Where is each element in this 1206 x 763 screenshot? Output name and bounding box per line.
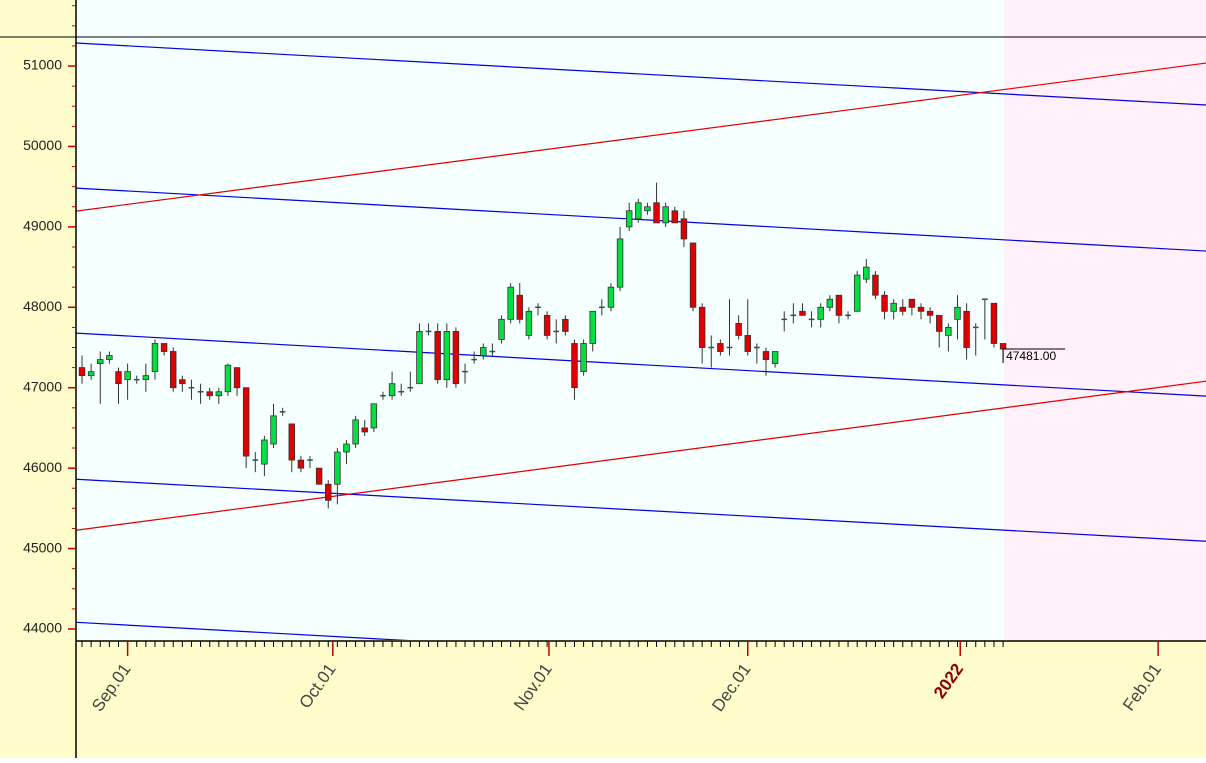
candle-body	[644, 206, 651, 212]
candle-body	[224, 364, 232, 393]
channel-line	[76, 42, 1206, 106]
candle-body	[990, 302, 998, 344]
candle-body	[261, 439, 268, 465]
candle-body	[653, 202, 660, 224]
candle-body	[388, 383, 396, 397]
y-tick-label: 44000	[23, 620, 62, 636]
candle-body	[853, 274, 861, 312]
candle-body	[115, 371, 122, 385]
y-tick-label: 51000	[23, 57, 62, 73]
candle-body	[78, 367, 86, 377]
candle-body	[443, 331, 451, 381]
candle-body	[954, 306, 961, 320]
channel-line	[76, 187, 1206, 252]
candle-body	[635, 202, 642, 220]
candle-body	[525, 310, 533, 336]
candle-body	[826, 298, 834, 308]
candle-body	[288, 423, 295, 461]
channel-line	[76, 380, 1206, 531]
candle-body	[963, 310, 970, 348]
candle-body	[297, 459, 305, 469]
candle-body	[689, 242, 697, 308]
candle-body	[899, 306, 907, 312]
candle-body	[87, 371, 95, 377]
candle-body	[616, 238, 624, 288]
candle-body	[343, 443, 350, 453]
candle-body	[480, 347, 487, 356]
candle-body	[890, 302, 897, 312]
candle-body	[233, 367, 241, 389]
y-tick-label: 45000	[23, 539, 62, 555]
candle-body	[817, 306, 824, 320]
y-tick-label: 48000	[23, 298, 62, 314]
candle-body	[936, 314, 943, 332]
candle-body	[625, 210, 633, 228]
candle-body	[744, 335, 751, 352]
y-tick-label: 47000	[23, 378, 62, 394]
candle-body	[142, 375, 150, 381]
candle-body	[507, 286, 514, 320]
candle-body	[452, 331, 460, 385]
y-tick-label: 46000	[23, 459, 62, 475]
candle-body	[863, 266, 870, 280]
candle-body	[352, 419, 359, 445]
channel-line	[76, 621, 410, 640]
candle-body	[999, 343, 1007, 350]
candle-body	[106, 355, 113, 360]
candle-body	[881, 294, 888, 312]
y-tick-label: 49000	[23, 218, 62, 234]
candle-body	[680, 218, 688, 240]
candle-body	[315, 467, 323, 485]
candle-body	[799, 310, 806, 316]
candle-body	[762, 351, 770, 360]
candle-body	[169, 351, 177, 389]
last-price-label: 47481.00	[1006, 349, 1056, 363]
candle-body	[543, 314, 551, 336]
candle-body	[179, 379, 186, 385]
channel-line	[76, 478, 1206, 542]
channel-line	[76, 332, 1206, 397]
candle-body	[580, 343, 587, 373]
candle-body	[361, 427, 368, 433]
candle-body	[671, 210, 679, 224]
candle-body	[370, 403, 378, 429]
candle-body	[242, 387, 250, 457]
candle-body	[662, 206, 669, 224]
plot-area	[76, 0, 1206, 640]
future-region	[1004, 0, 1206, 640]
candle-body	[945, 326, 952, 336]
candle-body	[735, 322, 742, 336]
candle-body	[835, 294, 843, 316]
candle-body	[717, 343, 724, 352]
candle-body	[607, 286, 615, 308]
candle-body	[124, 371, 131, 381]
candle-body	[416, 331, 423, 385]
candle-body	[571, 343, 578, 389]
candle-body	[270, 415, 277, 445]
candle-body	[562, 318, 569, 332]
candle-body	[872, 274, 879, 296]
candle-body	[589, 310, 596, 344]
candle-body	[516, 294, 523, 320]
candle-body	[206, 391, 213, 397]
candle-body	[908, 298, 916, 308]
candle-body	[434, 331, 441, 381]
candle-body	[97, 359, 104, 364]
candle-body	[151, 343, 159, 373]
candle-body	[917, 306, 925, 312]
candle-body	[498, 318, 505, 340]
candle-body	[698, 306, 706, 348]
channel-line	[76, 62, 1206, 212]
y-tick-label: 50000	[23, 137, 62, 153]
candle-body	[771, 351, 779, 364]
candle-body	[215, 391, 223, 397]
candle-body	[160, 343, 168, 352]
candle-body	[334, 451, 341, 485]
candle-body	[325, 483, 332, 501]
candle-body	[926, 310, 934, 316]
